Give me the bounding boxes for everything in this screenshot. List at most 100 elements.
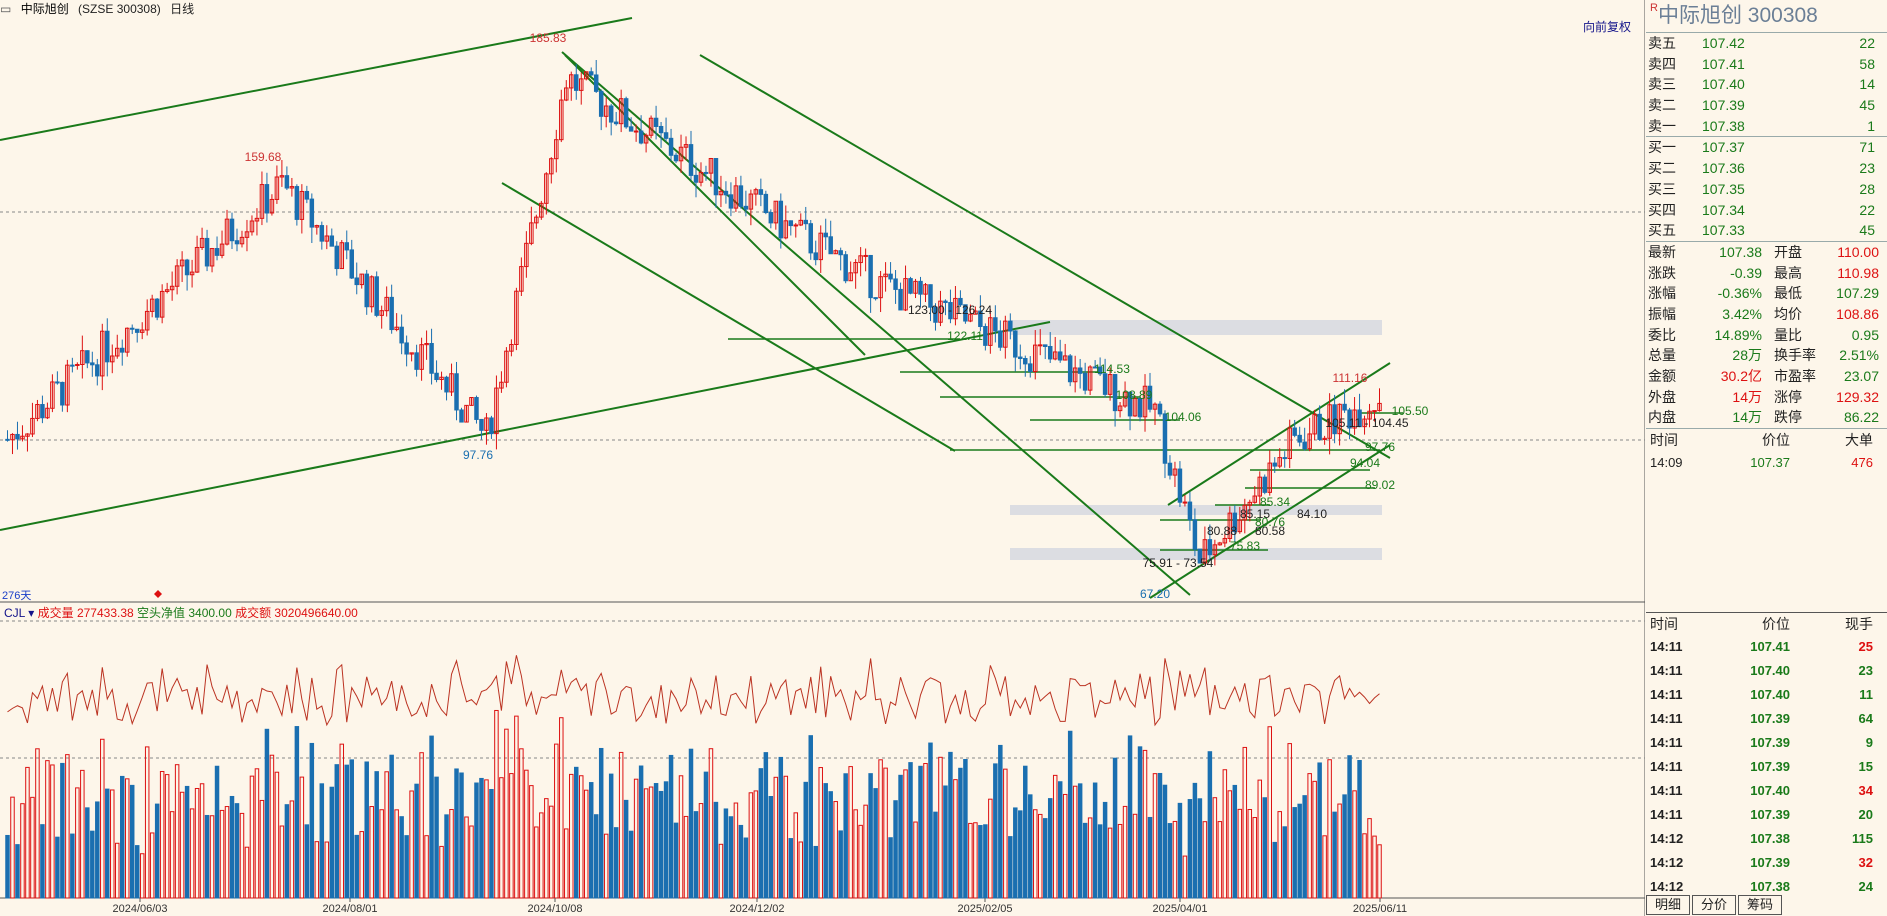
volume-bar bbox=[379, 809, 384, 899]
price-label: 105.11 - 104.45 bbox=[1325, 416, 1409, 430]
volume-bar bbox=[559, 717, 564, 899]
price-label: 85.34 bbox=[1260, 495, 1290, 509]
candle bbox=[1142, 385, 1148, 418]
bid-row[interactable]: 买五 107.33 45 bbox=[1648, 222, 1875, 239]
candle bbox=[369, 276, 374, 308]
candle bbox=[569, 74, 574, 89]
candle bbox=[419, 344, 424, 370]
tick-row[interactable]: 14:11 107.40 34 bbox=[1650, 783, 1873, 798]
ask-row[interactable]: 卖二 107.39 45 bbox=[1648, 97, 1875, 114]
candle bbox=[1282, 457, 1287, 460]
ask-row[interactable]: 卖四 107.41 58 bbox=[1648, 55, 1875, 72]
volume-bar bbox=[1342, 794, 1347, 899]
tick-row[interactable]: 14:12 107.39 32 bbox=[1650, 855, 1873, 870]
x-tick: 2025/02/05 bbox=[957, 903, 1012, 915]
candle bbox=[20, 435, 25, 440]
kline-chart[interactable]: 185.83 159.68 97.76 123.00 - 126.24 122.11 11… bbox=[0, 0, 1645, 916]
tick-row[interactable]: 14:11 107.39 20 bbox=[1650, 807, 1873, 822]
volume-bar bbox=[494, 709, 499, 899]
volume-bar bbox=[344, 764, 350, 899]
candle bbox=[35, 404, 40, 419]
volume-bar bbox=[409, 790, 414, 899]
bid-row[interactable]: 买一 107.37 71 bbox=[1648, 139, 1875, 156]
net-label: 空头净值 3400.00 bbox=[137, 606, 232, 620]
volume-bar bbox=[898, 774, 903, 899]
big-order-row[interactable]: 14:09 107.37 476 bbox=[1650, 455, 1873, 471]
candle bbox=[1152, 403, 1158, 410]
candle bbox=[429, 343, 434, 374]
volume-bar bbox=[638, 765, 644, 899]
volume-bar bbox=[549, 805, 554, 899]
adjust-button[interactable]: 向前复权 bbox=[1583, 20, 1632, 34]
candle bbox=[1267, 462, 1272, 493]
candle bbox=[653, 117, 659, 127]
tick-row[interactable]: 14:11 107.39 15 bbox=[1650, 759, 1873, 774]
volume-bar bbox=[578, 775, 584, 899]
volume-bar bbox=[923, 763, 928, 899]
candle bbox=[374, 276, 379, 316]
volume-bar bbox=[1302, 795, 1307, 899]
volume-bar bbox=[259, 799, 265, 899]
volume-bar bbox=[868, 773, 873, 899]
volume-bar bbox=[1197, 798, 1203, 899]
candle bbox=[459, 409, 464, 423]
tab-明细[interactable]: 明细 bbox=[1646, 895, 1691, 915]
ask-row[interactable]: 卖一 107.38 1 bbox=[1648, 117, 1875, 134]
volume-bar bbox=[95, 801, 100, 899]
chevron-down-icon[interactable]: ▾ bbox=[28, 606, 35, 620]
volume-bar bbox=[504, 728, 509, 899]
volume-bar bbox=[219, 809, 225, 899]
tick-row[interactable]: 14:12 107.38 115 bbox=[1650, 831, 1873, 846]
volume-bar bbox=[743, 837, 749, 899]
candle bbox=[623, 98, 629, 128]
ask-row[interactable]: 卖五 107.42 22 bbox=[1648, 35, 1875, 51]
volume-bar bbox=[953, 779, 958, 899]
candle bbox=[489, 417, 494, 435]
candle bbox=[354, 277, 359, 286]
volume-bar bbox=[878, 759, 883, 899]
volume-bar bbox=[424, 835, 429, 899]
indicator-name[interactable]: CJL bbox=[4, 606, 25, 620]
candle bbox=[544, 173, 549, 204]
tab-分价[interactable]: 分价 bbox=[1692, 895, 1737, 915]
period-select[interactable]: 日线 bbox=[170, 2, 195, 16]
price-label: 123.00 - 126.24 bbox=[908, 303, 992, 317]
bid-row[interactable]: 买二 107.36 23 bbox=[1648, 160, 1875, 177]
volume-bar bbox=[159, 771, 165, 899]
ask-row[interactable]: 卖三 107.40 14 bbox=[1648, 76, 1875, 93]
tick-row[interactable]: 14:12 107.38 24 bbox=[1650, 879, 1873, 894]
bid-row[interactable]: 买四 107.34 22 bbox=[1648, 201, 1875, 218]
volume-bar bbox=[574, 766, 579, 899]
tick-row[interactable]: 14:11 107.39 64 bbox=[1650, 711, 1873, 726]
candle bbox=[1137, 398, 1143, 418]
bid-book: 买一 107.37 71 买二 107.36 23 买三 107.35 28 买四 107.34 22… bbox=[1646, 136, 1887, 240]
candle bbox=[888, 273, 893, 280]
candle bbox=[588, 71, 594, 76]
volume-bar bbox=[149, 832, 155, 899]
candle bbox=[848, 272, 853, 282]
candle bbox=[184, 259, 190, 276]
volume-bar bbox=[903, 769, 908, 899]
volume-bar bbox=[808, 735, 813, 899]
tick-row[interactable]: 14:11 107.40 23 bbox=[1650, 663, 1873, 678]
tick-row[interactable]: 14:11 107.40 11 bbox=[1650, 687, 1873, 702]
volume-bar bbox=[1067, 730, 1073, 899]
bid-row[interactable]: 买三 107.35 28 bbox=[1648, 180, 1875, 197]
candle bbox=[1132, 398, 1138, 417]
candle bbox=[963, 304, 968, 322]
tick-header: 时间 价位 现手 bbox=[1646, 612, 1887, 635]
candle bbox=[1057, 351, 1063, 361]
tick-row[interactable]: 14:11 107.39 9 bbox=[1650, 735, 1873, 750]
tab-筹码[interactable]: 筹码 bbox=[1738, 895, 1783, 915]
candle bbox=[1157, 403, 1163, 415]
menu-icon[interactable]: ▭ bbox=[0, 2, 12, 16]
candle bbox=[748, 193, 754, 210]
candle bbox=[638, 130, 644, 144]
volume-bar bbox=[45, 760, 50, 899]
volume-bar bbox=[144, 746, 150, 899]
candle bbox=[798, 219, 804, 226]
volume-bar bbox=[119, 775, 125, 899]
volume-bar bbox=[110, 789, 115, 899]
tick-row[interactable]: 14:11 107.41 25 bbox=[1650, 639, 1873, 654]
candle bbox=[763, 193, 769, 214]
